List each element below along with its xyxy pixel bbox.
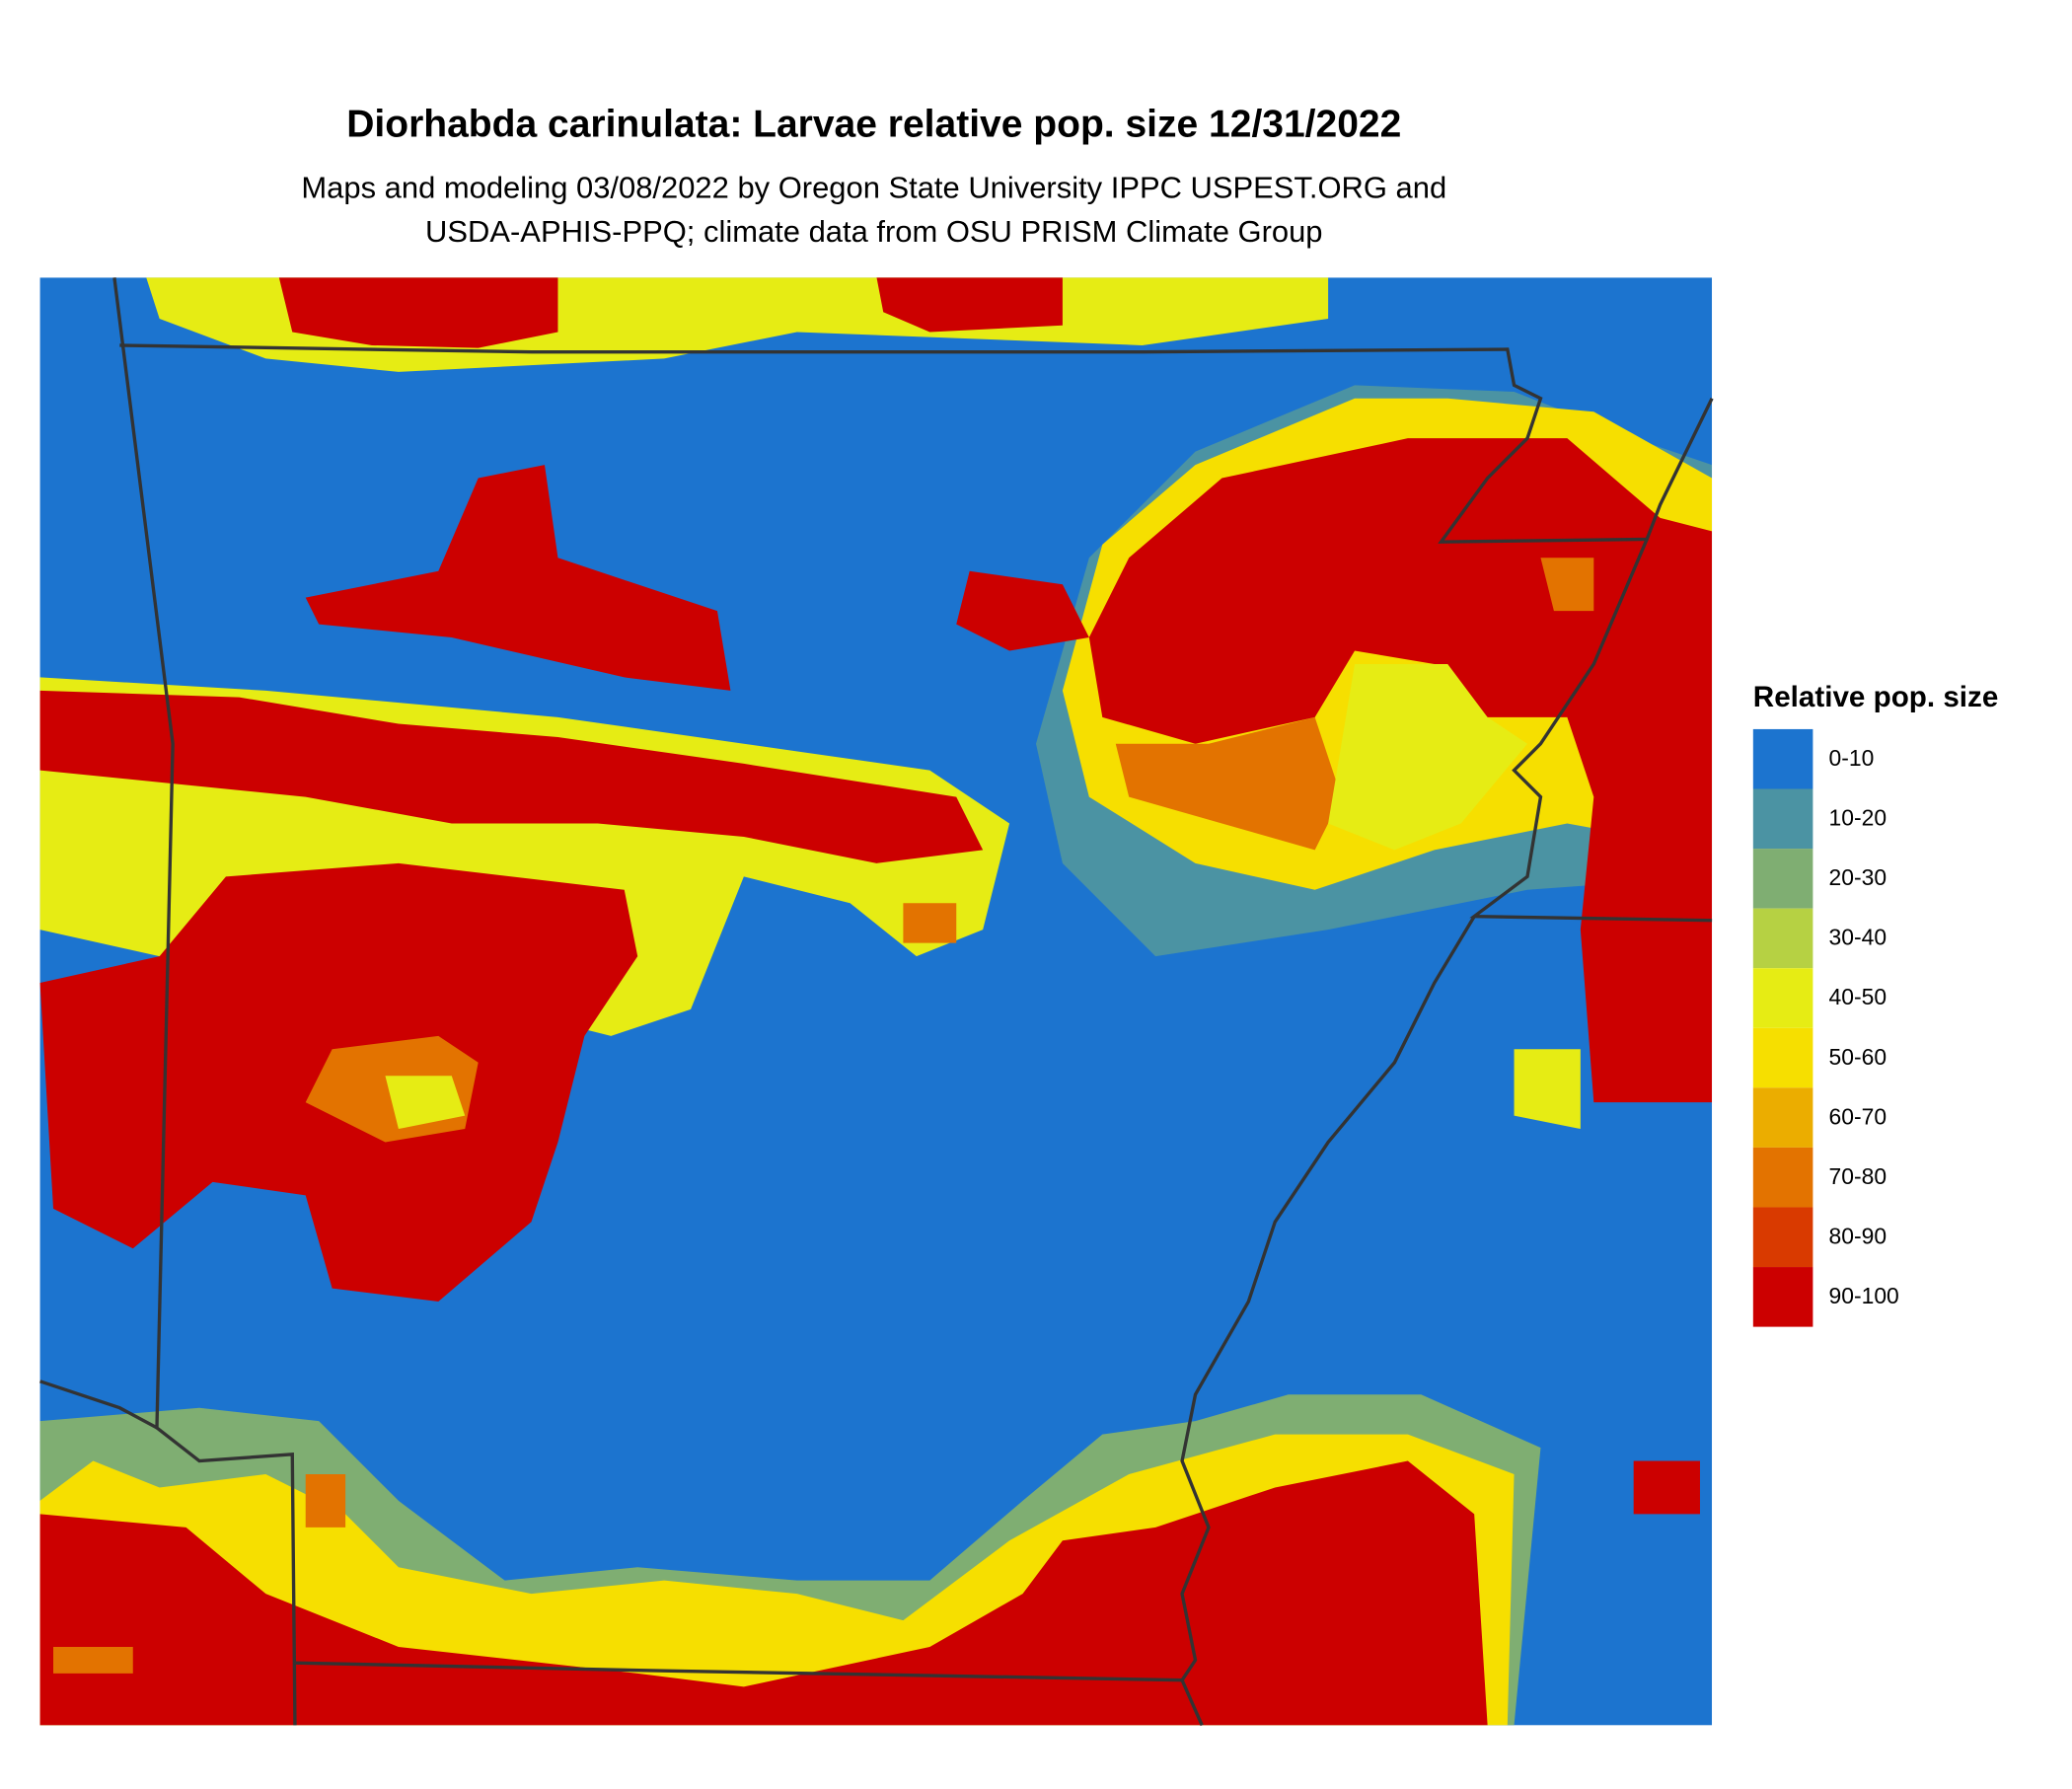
map-subtitle: USDA-APHIS-PPQ; climate data from OSU PR… xyxy=(425,214,1322,249)
region xyxy=(39,690,984,863)
legend-label: 50-60 xyxy=(1829,1044,1887,1070)
region xyxy=(278,277,1063,348)
legend-swatch xyxy=(1752,1267,1813,1327)
legend-swatch xyxy=(1752,788,1813,850)
legend-label: 70-80 xyxy=(1829,1163,1887,1189)
border xyxy=(294,1661,1183,1682)
legend-label: 40-50 xyxy=(1829,984,1887,1009)
legend-label: 60-70 xyxy=(1829,1103,1887,1129)
legend-swatch xyxy=(1752,1207,1813,1268)
region xyxy=(1633,1460,1700,1515)
border xyxy=(1469,538,1713,923)
legend-label: 90-100 xyxy=(1829,1283,1899,1308)
map-raster xyxy=(39,277,1713,1726)
border xyxy=(39,1379,158,1430)
legend-swatch xyxy=(1752,849,1813,909)
region xyxy=(305,903,957,1143)
region xyxy=(305,465,1089,691)
legend-title: Relative pop. size xyxy=(1753,681,1998,713)
legend-swatch xyxy=(1752,1147,1813,1208)
legend-label: 10-20 xyxy=(1829,805,1887,831)
border xyxy=(1180,915,1476,1727)
legend-swatch xyxy=(1752,1087,1813,1148)
region xyxy=(39,1460,1488,1726)
region xyxy=(1115,558,1594,851)
legend-swatch xyxy=(1752,968,1813,1028)
region xyxy=(52,1474,346,1674)
legend-label: 30-40 xyxy=(1829,925,1887,950)
legend-label: 80-90 xyxy=(1829,1223,1887,1248)
map-subtitle: Maps and modeling 03/08/2022 by Oregon S… xyxy=(301,171,1446,205)
state-borders xyxy=(39,277,1714,1727)
map-title: Diorhabda carinulata: Larvae relative po… xyxy=(346,104,1401,146)
region xyxy=(1328,663,1581,1130)
region xyxy=(385,1076,466,1130)
legend: 0-10 10-20 20-30 30-40 40-50 50-60 60-70 70-80 8… xyxy=(1752,728,1899,1327)
border xyxy=(112,277,297,1726)
legend-swatch xyxy=(1752,728,1813,789)
legend-label: 0-10 xyxy=(1829,745,1875,771)
legend-swatch xyxy=(1752,1027,1813,1088)
legend-label: 20-30 xyxy=(1829,864,1887,890)
border xyxy=(119,343,1714,544)
legend-swatch xyxy=(1752,908,1813,969)
